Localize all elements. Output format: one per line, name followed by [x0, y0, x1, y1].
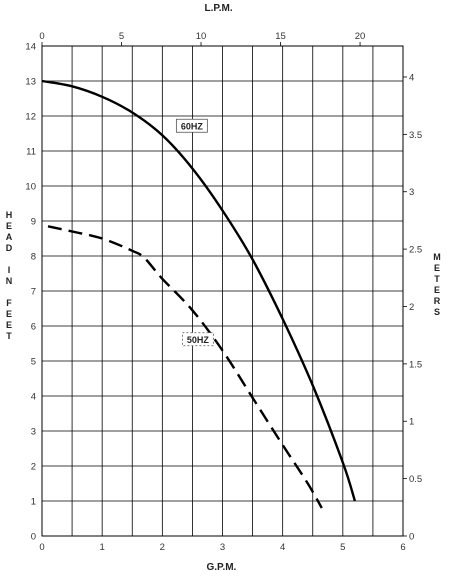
x-bottom-tick-label: 0 [39, 542, 44, 553]
y-right-tick-label: 3 [409, 187, 414, 198]
series-label-box [181, 332, 214, 347]
y-right-tick-label: 1.5 [409, 359, 422, 370]
y-left-tick-label: 8 [31, 252, 36, 263]
series-label-text: 60HZ [181, 121, 204, 131]
y-left-tick-label: 13 [25, 77, 36, 88]
top-axis-title: L.P.M. [204, 3, 233, 14]
y-left-tick-label: 11 [26, 147, 36, 158]
x-top-tick-label: 20 [355, 31, 366, 42]
x-bottom-tick-label: 2 [160, 542, 165, 553]
y-left-tick-label: 2 [31, 462, 36, 473]
y-right-tick-label: 2.5 [409, 245, 422, 256]
y-right-tick-label: 3.5 [409, 130, 422, 141]
y-left-tick-label: 1 [31, 497, 36, 508]
y-left-tick-label: 5 [31, 357, 36, 368]
y-left-tick-label: 14 [25, 42, 36, 53]
bottom-axis-title: G.P.M. [206, 562, 237, 573]
x-top-tick-label: 0 [39, 31, 44, 42]
x-bottom-tick-label: 5 [340, 542, 345, 553]
y-right-tick-label: 0 [409, 532, 414, 543]
series-line-60hz [41, 79, 357, 502]
x-bottom-tick-label: 6 [400, 542, 405, 553]
y-left-tick-label: 7 [31, 287, 36, 298]
x-top-tick-label: 10 [196, 31, 207, 42]
y-left-tick-label: 0 [31, 532, 36, 543]
y-left-tick-label: 6 [31, 322, 36, 333]
series-label-text: 50HZ [187, 335, 210, 345]
y-left-tick-label: 3 [31, 427, 36, 438]
legend-layer: 60HZ 50HZ [175, 118, 214, 347]
y-left-tick-label: 4 [31, 392, 36, 403]
y-left-tick-label: 10 [25, 182, 36, 193]
y-left-tick-label: 12 [25, 112, 36, 123]
y-right-tick-label: 1 [409, 417, 414, 428]
x-bottom-tick-label: 1 [100, 542, 105, 553]
x-bottom-tick-label: 4 [280, 542, 285, 553]
left-axis-title: H E A D I N F E E T [5, 210, 13, 341]
series-label-50hz: 50HZ [181, 332, 214, 347]
plot-frame [41, 45, 404, 537]
series-layer [41, 79, 357, 509]
x-top-tick-label: 15 [275, 31, 286, 42]
y-left-tick-label: 9 [31, 217, 36, 228]
right-axis-title: M E T E R S [433, 252, 441, 317]
series-label-60hz: 60HZ [175, 118, 208, 133]
y-right-tick-label: 2 [409, 302, 414, 313]
y-right-tick-label: 0.5 [409, 474, 422, 485]
x-bottom-tick-label: 3 [220, 542, 225, 553]
grid-layer [41, 45, 404, 537]
series-line-50hz [47, 225, 323, 509]
x-top-tick-label: 5 [119, 31, 124, 42]
series-label-box [175, 118, 208, 133]
y-right-tick-label: 4 [409, 72, 414, 83]
